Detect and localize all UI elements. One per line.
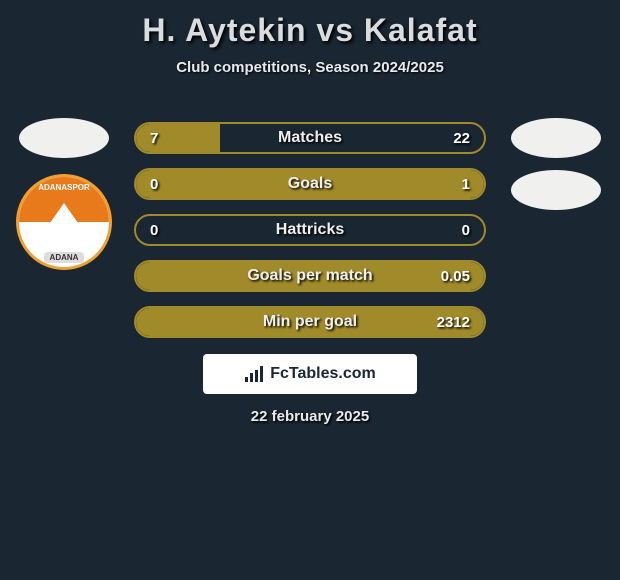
right-flag-slot-1 bbox=[511, 118, 601, 158]
left-flag-slot bbox=[19, 118, 109, 158]
bar-right-value: 0.05 bbox=[441, 268, 470, 285]
bar-label: Hattricks bbox=[276, 221, 344, 239]
subtitle: Club competitions, Season 2024/2025 bbox=[0, 59, 620, 76]
date-text: 22 february 2025 bbox=[0, 408, 620, 425]
bar-right-value: 2312 bbox=[437, 314, 470, 331]
left-club-column: ADANASPOR ADANA bbox=[14, 118, 114, 270]
stat-bar-min-per-goal: Min per goal 2312 bbox=[134, 306, 486, 338]
stat-bar-goals: 0 Goals 1 bbox=[134, 168, 486, 200]
bar-label: Goals bbox=[288, 175, 332, 193]
branding-text: FcTables.com bbox=[270, 365, 376, 383]
emblem-triangle bbox=[36, 203, 92, 243]
comparison-bars: 7 Matches 22 0 Goals 1 0 Hattricks 0 Goals per ma… bbox=[134, 122, 486, 352]
emblem-text-bottom: ADANA bbox=[44, 252, 84, 263]
bar-right-value: 22 bbox=[453, 130, 470, 147]
page-title: H. Aytekin vs Kalafat bbox=[0, 0, 620, 49]
bar-right-value: 0 bbox=[462, 222, 470, 239]
bar-left-value: 7 bbox=[150, 130, 158, 147]
bar-label: Goals per match bbox=[247, 267, 372, 285]
right-club-column bbox=[506, 118, 606, 226]
left-club-emblem: ADANASPOR ADANA bbox=[16, 174, 112, 270]
bar-fill bbox=[136, 124, 220, 152]
bar-label: Min per goal bbox=[263, 313, 357, 331]
stat-bar-hattricks: 0 Hattricks 0 bbox=[134, 214, 486, 246]
chart-icon bbox=[244, 365, 264, 383]
right-flag-slot-2 bbox=[511, 170, 601, 210]
emblem-text-top: ADANASPOR bbox=[19, 183, 109, 192]
bar-label: Matches bbox=[278, 129, 342, 147]
stat-bar-goals-per-match: Goals per match 0.05 bbox=[134, 260, 486, 292]
bar-right-value: 1 bbox=[462, 176, 470, 193]
bar-left-value: 0 bbox=[150, 222, 158, 239]
branding-badge: FcTables.com bbox=[203, 354, 417, 394]
bar-left-value: 0 bbox=[150, 176, 158, 193]
stat-bar-matches: 7 Matches 22 bbox=[134, 122, 486, 154]
